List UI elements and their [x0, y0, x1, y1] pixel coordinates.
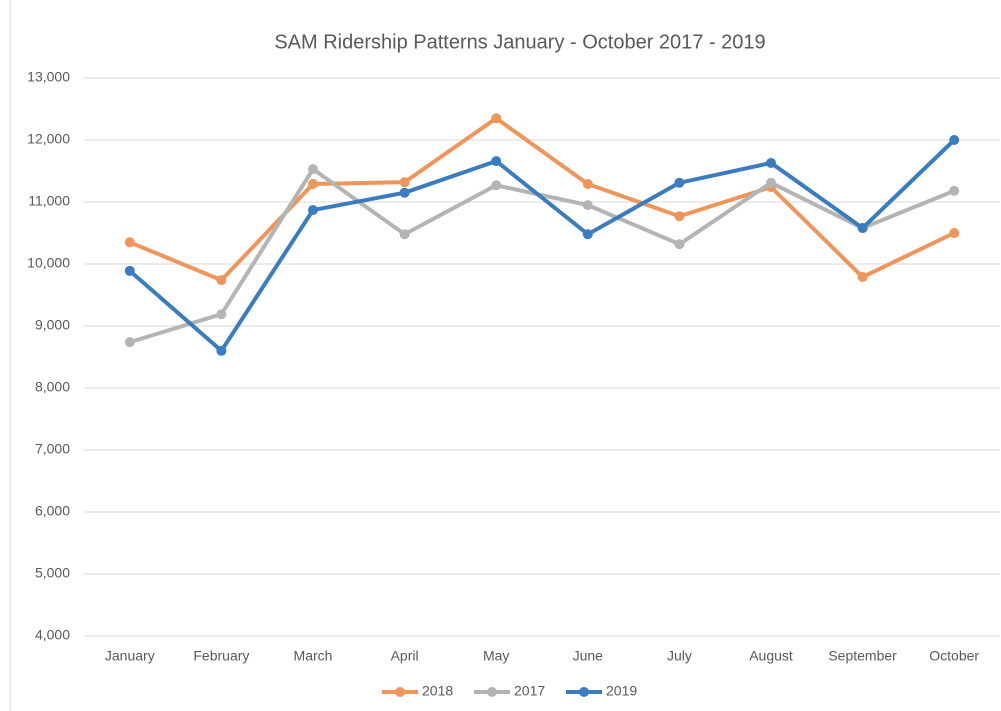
- x-tick-label: July: [667, 648, 692, 664]
- data-point: [949, 185, 960, 196]
- data-point: [308, 164, 318, 175]
- series-line: [129, 116, 956, 283]
- legend-label: 2018: [422, 683, 453, 699]
- data-point: [399, 187, 410, 198]
- data-point: [308, 179, 318, 190]
- data-point: [216, 309, 227, 320]
- y-tick-label: 9,000: [35, 317, 70, 333]
- data-point: [124, 337, 135, 348]
- data-point: [674, 239, 685, 250]
- legend-label: 2019: [606, 683, 637, 699]
- data-point: [124, 265, 135, 276]
- chart-title: SAM Ridership Patterns January - October…: [274, 31, 765, 53]
- data-point: [582, 229, 593, 240]
- x-tick-label: May: [483, 648, 509, 664]
- y-tick-label: 8,000: [35, 379, 70, 395]
- data-point: [491, 156, 502, 167]
- series-line: [128, 138, 956, 353]
- legend-label: 2017: [514, 683, 545, 699]
- data-point: [582, 179, 593, 190]
- data-point: [857, 272, 868, 283]
- x-tick-label: January: [105, 648, 155, 664]
- y-tick-label: 6,000: [35, 503, 70, 519]
- legend-marker: [487, 687, 497, 697]
- data-point: [399, 229, 410, 240]
- data-point: [857, 223, 868, 234]
- data-point: [491, 180, 502, 191]
- y-tick-label: 11,000: [28, 193, 70, 209]
- y-tick-label: 7,000: [35, 441, 70, 457]
- data-point: [124, 237, 135, 248]
- x-tick-label: September: [828, 648, 897, 664]
- x-tick-label: March: [294, 648, 333, 664]
- data-point: [399, 177, 410, 188]
- data-point: [491, 113, 502, 124]
- data-point: [949, 228, 960, 238]
- data-point: [949, 135, 960, 145]
- y-tick-label: 12,000: [27, 131, 70, 147]
- legend-marker: [579, 687, 589, 697]
- data-point: [582, 200, 593, 211]
- x-tick-label: August: [749, 648, 793, 664]
- x-tick-label: October: [929, 648, 979, 664]
- legend-marker: [395, 687, 405, 697]
- data-point: [766, 157, 776, 168]
- y-tick-label: 13,000: [27, 69, 70, 85]
- x-tick-label: April: [391, 648, 419, 664]
- series-line: [129, 167, 955, 345]
- y-tick-label: 5,000: [35, 565, 70, 581]
- data-point: [674, 211, 685, 222]
- y-tick-label: 4,000: [35, 627, 70, 643]
- y-tick-label: 10,000: [27, 255, 70, 271]
- data-point: [216, 275, 227, 286]
- data-point: [308, 205, 318, 216]
- data-point: [216, 345, 227, 356]
- data-point: [674, 177, 685, 188]
- data-point: [766, 177, 776, 188]
- x-tick-label: June: [573, 648, 604, 664]
- x-tick-label: February: [193, 648, 249, 664]
